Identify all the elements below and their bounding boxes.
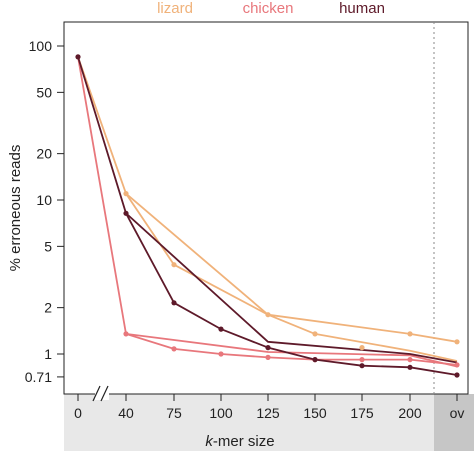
x-tick-label: 40 (118, 405, 134, 421)
points-layer (75, 54, 460, 378)
legend-item-human: human (339, 0, 385, 17)
y-tick-label: 10 (36, 192, 52, 208)
ov-band (434, 394, 474, 451)
data-point-human (123, 210, 129, 216)
data-point-lizard (359, 345, 365, 351)
data-point-chicken (407, 357, 413, 363)
legend-item-lizard: lizard (157, 0, 193, 17)
x-tick-label: 150 (303, 405, 327, 421)
data-point-lizard (171, 262, 177, 268)
data-point-human (454, 372, 460, 378)
series-line-lizard (125, 193, 458, 343)
x-tick-label: 175 (350, 405, 374, 421)
x-tick-label: 125 (256, 405, 280, 421)
data-point-human (359, 363, 365, 369)
lines-layer (77, 56, 458, 376)
data-point-human (75, 54, 81, 60)
x-axis-title: k-mer size (205, 433, 274, 450)
y-tick-label: 0.71 (25, 369, 52, 385)
series-line-lizard (77, 56, 458, 362)
data-point-human (407, 364, 413, 370)
x-tick-label: ov (450, 405, 465, 421)
axis-break-mark (92, 385, 101, 402)
data-point-chicken (123, 331, 129, 337)
axes-layer: 100 50 20 10 5 2 1 0.71 0 40 75 100 125 150 175 200 ov (25, 38, 465, 421)
data-point-chicken (218, 351, 224, 357)
x-axis-title-rest: -mer size (213, 433, 275, 450)
y-tick-label: 1 (44, 346, 52, 362)
data-point-chicken (171, 346, 177, 352)
x-tick-label: 100 (209, 405, 233, 421)
axis-break-mark (100, 385, 109, 402)
series-line-chicken (77, 56, 458, 366)
x-tick-label: 0 (74, 405, 82, 421)
data-point-lizard (312, 331, 318, 337)
x-axis-band (64, 394, 468, 451)
data-point-lizard (407, 331, 413, 337)
data-point-chicken (359, 357, 365, 363)
plot-frame (63, 21, 469, 395)
y-tick-label: 5 (44, 238, 52, 254)
legend: lizard chicken human (157, 0, 385, 17)
x-axis-title-k: k (205, 433, 214, 450)
legend-item-chicken: chicken (243, 0, 294, 17)
y-axis-title: % erroneous reads (7, 145, 24, 272)
data-point-lizard (123, 191, 129, 197)
data-point-human (171, 300, 177, 306)
data-point-chicken (454, 362, 460, 368)
data-point-human (312, 357, 318, 363)
y-tick-label: 20 (36, 146, 52, 162)
data-point-lizard (454, 339, 460, 345)
series-line-human (125, 212, 458, 364)
series-line-chicken (125, 333, 458, 368)
data-point-human (218, 326, 224, 332)
y-tick-label: 100 (29, 38, 53, 54)
data-point-lizard (265, 312, 271, 318)
data-point-chicken (265, 354, 271, 360)
y-tick-label: 2 (44, 300, 52, 316)
series-line-human (77, 56, 458, 376)
x-tick-label: 200 (398, 405, 422, 421)
y-tick-label: 50 (36, 84, 52, 100)
data-point-human (265, 345, 271, 351)
x-tick-label: 75 (166, 405, 182, 421)
